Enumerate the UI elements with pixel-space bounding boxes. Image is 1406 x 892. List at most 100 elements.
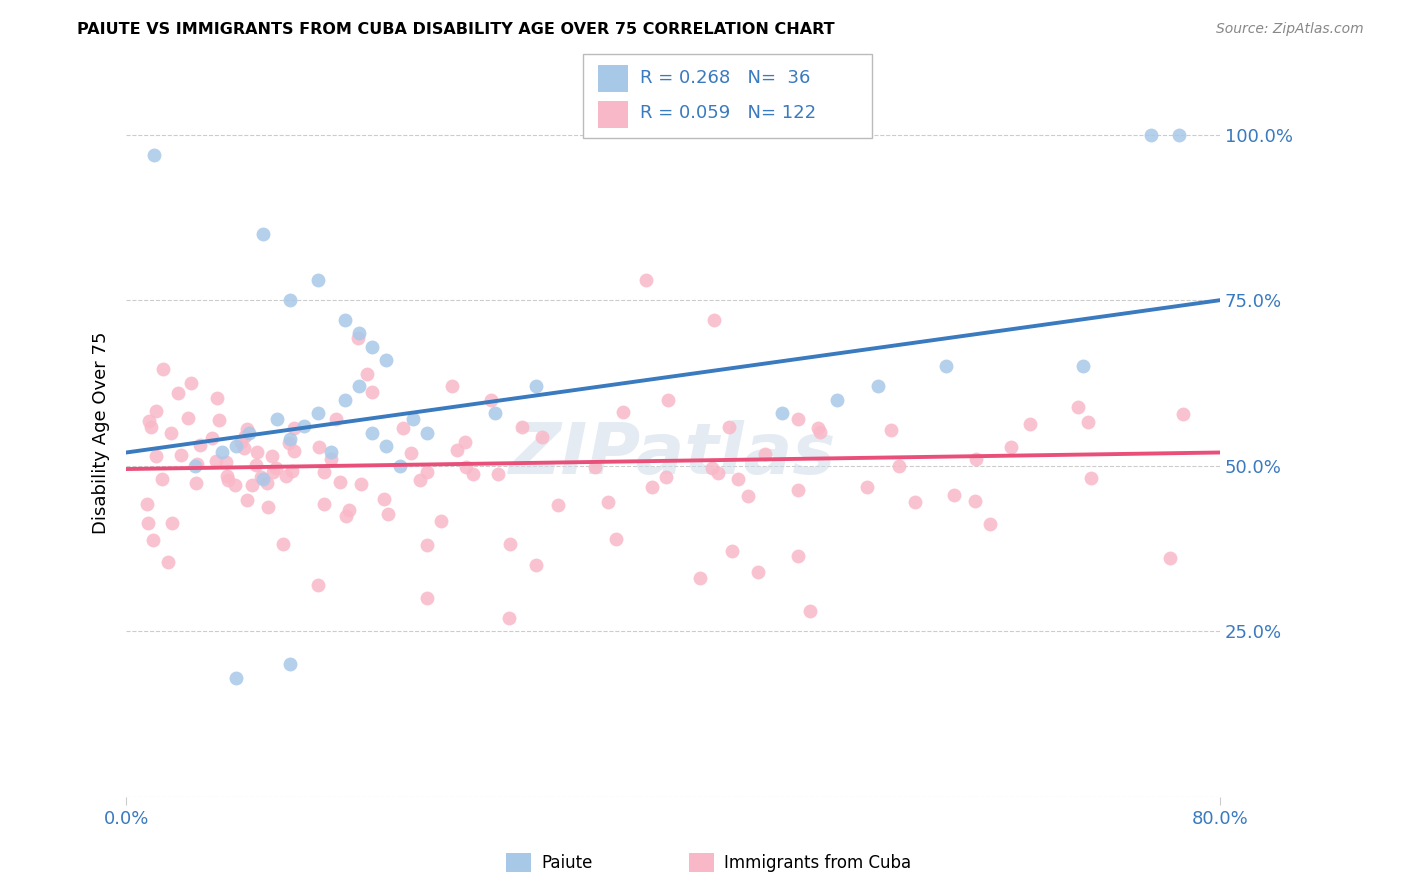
Point	[233, 428, 256, 442]
Point	[177, 411, 200, 425]
Point	[276, 469, 298, 483]
Point	[373, 492, 395, 507]
Point	[530, 430, 553, 444]
Point	[333, 313, 356, 327]
Point	[184, 476, 207, 491]
Point	[524, 558, 547, 572]
Point	[264, 460, 287, 475]
Point	[347, 330, 370, 344]
Point	[416, 591, 439, 606]
Point	[257, 500, 280, 514]
Point	[321, 445, 343, 459]
Point	[856, 480, 879, 494]
Point	[217, 473, 239, 487]
Point	[484, 406, 506, 420]
Point	[754, 447, 776, 461]
Point	[634, 273, 657, 287]
Point	[979, 517, 1001, 532]
Point	[965, 451, 987, 466]
Point	[1071, 359, 1094, 374]
Point	[703, 313, 725, 327]
Text: Source: ZipAtlas.com: Source: ZipAtlas.com	[1216, 22, 1364, 37]
Point	[416, 425, 439, 440]
Point	[1140, 128, 1163, 142]
Point	[347, 326, 370, 341]
Point	[278, 432, 301, 446]
Point	[135, 497, 157, 511]
Point	[347, 379, 370, 393]
Point	[1018, 417, 1040, 431]
Point	[245, 458, 267, 472]
Text: R = 0.268   N=  36: R = 0.268 N= 36	[640, 69, 810, 87]
Point	[266, 412, 288, 426]
Point	[825, 392, 848, 407]
Point	[319, 451, 342, 466]
Point	[160, 425, 183, 440]
Point	[1159, 551, 1181, 566]
Text: R = 0.059   N= 122: R = 0.059 N= 122	[640, 104, 815, 122]
Point	[152, 472, 174, 486]
Point	[510, 420, 533, 434]
Point	[718, 419, 741, 434]
Point	[499, 537, 522, 551]
Point	[236, 492, 259, 507]
Point	[463, 467, 485, 481]
Point	[747, 565, 769, 579]
Point	[252, 227, 274, 241]
Point	[887, 459, 910, 474]
Point	[787, 483, 810, 497]
Point	[225, 671, 247, 685]
Point	[307, 406, 329, 420]
Point	[157, 555, 180, 569]
Point	[583, 460, 606, 475]
Point	[700, 461, 723, 475]
Point	[262, 465, 284, 479]
Point	[640, 480, 662, 494]
Point	[707, 466, 730, 480]
Point	[479, 393, 502, 408]
Point	[807, 420, 830, 434]
Point	[524, 379, 547, 393]
Point	[169, 448, 191, 462]
Point	[409, 474, 432, 488]
Point	[183, 458, 205, 473]
Point	[283, 420, 305, 434]
Point	[721, 544, 744, 558]
Point	[217, 469, 239, 483]
Point	[441, 379, 464, 393]
Point	[329, 475, 352, 490]
Point	[245, 444, 267, 458]
Point	[138, 414, 160, 428]
Point	[1167, 128, 1189, 142]
Point	[547, 498, 569, 512]
Point	[142, 147, 165, 161]
Point	[786, 549, 808, 564]
Point	[292, 419, 315, 434]
Point	[415, 465, 437, 479]
Point	[232, 441, 254, 455]
Point	[307, 273, 329, 287]
Point	[283, 443, 305, 458]
Point	[770, 406, 793, 420]
Point	[392, 421, 415, 435]
Point	[211, 445, 233, 459]
Point	[375, 352, 398, 367]
Point	[325, 411, 347, 425]
Text: PAIUTE VS IMMIGRANTS FROM CUBA DISABILITY AGE OVER 75 CORRELATION CHART: PAIUTE VS IMMIGRANTS FROM CUBA DISABILIT…	[77, 22, 835, 37]
Point	[256, 476, 278, 491]
Point	[138, 516, 160, 530]
Point	[657, 392, 679, 407]
Point	[612, 404, 634, 418]
Point	[278, 436, 301, 450]
Point	[249, 469, 271, 483]
Point	[201, 431, 224, 445]
Point	[152, 362, 174, 376]
Point	[224, 478, 246, 492]
Point	[377, 507, 399, 521]
Text: Paiute: Paiute	[541, 854, 593, 871]
Point	[799, 604, 821, 618]
Point	[335, 509, 357, 524]
Point	[252, 472, 274, 486]
Point	[333, 392, 356, 407]
Point	[238, 425, 260, 440]
